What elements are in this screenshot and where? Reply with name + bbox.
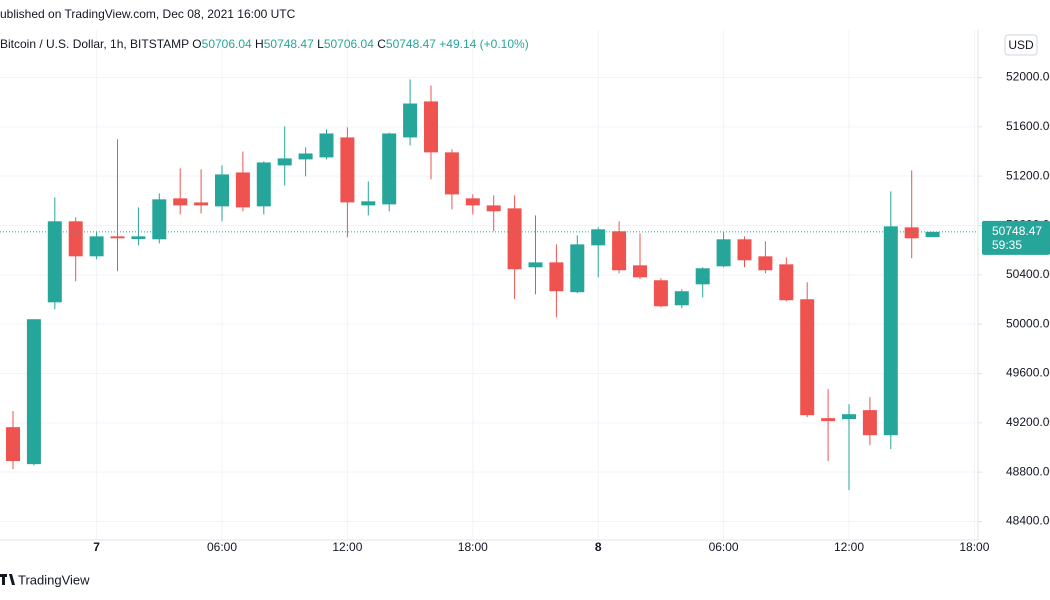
ohlc-value: 50706.04 <box>324 37 374 51</box>
footer-logo <box>0 574 15 585</box>
candle-body <box>862 410 877 436</box>
candle-body <box>528 262 543 268</box>
y-tick-label: 48800.00 <box>1006 464 1050 478</box>
x-tick-label: 06:00 <box>709 540 739 554</box>
candle-body <box>194 202 209 206</box>
candle-body <box>904 227 919 239</box>
candle-body <box>361 201 376 206</box>
candle-body <box>674 291 689 306</box>
candle-body <box>465 198 480 206</box>
candle-body <box>653 280 668 307</box>
candle-body <box>6 427 20 462</box>
candle-body <box>883 226 898 436</box>
candle-body <box>842 414 856 420</box>
candle-body <box>800 299 815 416</box>
candle-body <box>173 198 188 206</box>
symbol: Bitcoin / U.S. Dollar, 1h, BITSTAMP <box>0 37 189 51</box>
currency-box[interactable] <box>1004 34 1038 56</box>
candle-body <box>235 172 250 208</box>
candle-body <box>68 221 83 257</box>
y-tick-label: 49200.00 <box>1006 415 1050 429</box>
y-tick-label: 50000.00 <box>1006 316 1050 330</box>
published-note: ublished on TradingView.com, Dec 08, 202… <box>0 7 296 21</box>
candle-body <box>215 174 229 207</box>
candle-body <box>570 244 585 293</box>
ohlc-letter: H <box>255 37 264 51</box>
footer-brand: TradingView <box>18 572 90 587</box>
change: +49.14 (+0.10%) <box>439 37 528 51</box>
candle-body <box>89 236 104 257</box>
y-tick-label: 52000.00 <box>1006 70 1050 84</box>
ohlc-letter: C <box>377 37 386 51</box>
candle-body <box>403 103 418 138</box>
x-tick-label: 12:00 <box>834 540 864 554</box>
y-tick-label: 50400.00 <box>1006 267 1050 281</box>
candle-body <box>633 265 647 278</box>
candle-body <box>779 264 794 301</box>
ohlc-letter: L <box>317 37 324 51</box>
candle-body <box>716 239 731 267</box>
candle-body <box>110 236 125 239</box>
y-tick-label: 51600.00 <box>1006 119 1050 133</box>
candle-body <box>131 236 146 240</box>
y-tick-label: 49600.00 <box>1006 366 1050 380</box>
candle-body <box>256 162 271 207</box>
candle-body <box>340 137 355 203</box>
candle-body <box>612 231 627 271</box>
candle-body <box>591 229 606 246</box>
candle-body <box>549 262 564 292</box>
candle-body <box>382 133 397 205</box>
y-tick-label: 48400.00 <box>1006 514 1050 528</box>
ohlc-value: 50748.47 <box>386 37 436 51</box>
x-tick-label: 8 <box>595 540 602 554</box>
x-tick-label: 7 <box>93 540 100 554</box>
x-tick-label: 12:00 <box>332 540 362 554</box>
candle-body <box>444 152 459 195</box>
candle-body <box>758 256 773 271</box>
candle-body <box>424 101 438 153</box>
candle-body <box>925 231 940 238</box>
y-tick-label: 51200.00 <box>1006 168 1050 182</box>
candle-body <box>152 199 167 240</box>
ohlc-value: 50748.47 <box>264 37 314 51</box>
candle-body <box>507 208 522 270</box>
last-price-label: 50748.47 <box>992 224 1042 238</box>
candle-body <box>695 268 710 285</box>
countdown: 59:35 <box>992 238 1022 252</box>
candle-body <box>26 319 41 465</box>
candle-body <box>47 221 62 303</box>
candle-body <box>486 205 501 212</box>
symbol-legend: Bitcoin / U.S. Dollar, 1h, BITSTAMP O507… <box>0 37 529 51</box>
currency: USD <box>1008 38 1034 52</box>
x-tick-label: 06:00 <box>207 540 237 554</box>
candle-body <box>737 239 752 261</box>
candle-body <box>319 133 334 158</box>
last-price-box <box>982 220 1050 255</box>
candle-body <box>298 153 313 160</box>
x-tick-label: 18:00 <box>959 540 989 554</box>
candle-body <box>277 158 292 166</box>
candle-body <box>821 418 836 422</box>
ohlc-letter: O <box>192 37 201 51</box>
ohlc-value: 50706.04 <box>202 37 252 51</box>
x-tick-label: 18:00 <box>458 540 488 554</box>
